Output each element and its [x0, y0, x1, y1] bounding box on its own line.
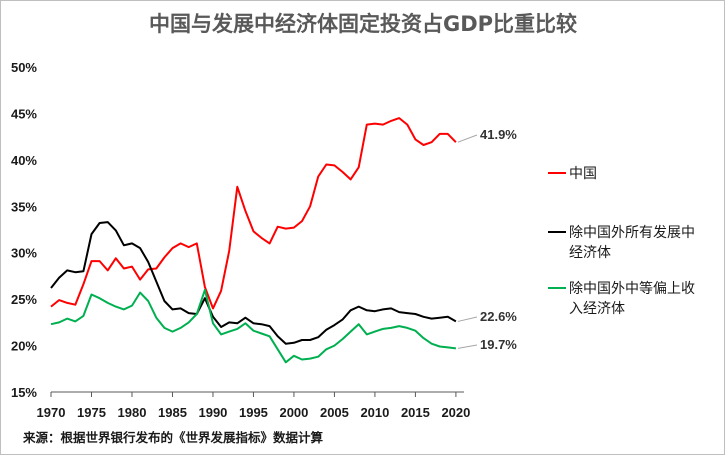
x-tick-label: 2010	[360, 405, 389, 420]
legend-label: 除中国外中等偏上收入经济体	[569, 280, 695, 317]
legend-item: 中国	[548, 166, 597, 182]
legend-item: 除中国外所有发展中经济体	[548, 225, 695, 261]
x-tick-label: 1995	[239, 405, 268, 420]
y-tick-label: 15%	[11, 385, 37, 400]
series-line-2	[50, 221, 457, 345]
end-label: 19.7%	[480, 337, 517, 352]
y-tick-label: 20%	[11, 339, 37, 354]
x-tick-label: 1990	[198, 405, 227, 420]
y-tick-label: 25%	[11, 292, 37, 307]
y-tick-label: 40%	[11, 153, 37, 168]
x-tick-label: 2020	[441, 405, 470, 420]
y-tick-label: 35%	[11, 199, 37, 214]
x-tick-label: 1985	[158, 405, 187, 420]
x-tick-label: 1980	[118, 405, 147, 420]
end-label-leader	[457, 316, 478, 322]
legend-label: 除中国外所有发展中经济体	[569, 225, 695, 261]
series-line-3	[50, 288, 457, 364]
x-tick-label: 2000	[279, 405, 308, 420]
x-tick-label: 2005	[320, 405, 349, 420]
end-labels: 41.9% 22.6% 19.7%	[457, 127, 517, 352]
y-axis-ticks: 15% 20% 25% 30% 35% 40% 45% 50%	[11, 60, 37, 400]
legend-item: 除中国外中等偏上收入经济体	[548, 280, 695, 317]
end-label-leader	[457, 134, 478, 143]
x-axis-ticks: 1970 1975 1980 1985 1990 1995 2000 2005 2010 2015…	[37, 392, 470, 420]
x-tick-label: 1975	[77, 405, 106, 420]
end-label: 41.9%	[480, 127, 517, 142]
y-tick-label: 50%	[11, 60, 37, 75]
source-note: 来源：根据世界银行发布的《世界发展指标》数据计算	[22, 430, 324, 445]
series-lines	[50, 117, 457, 364]
x-tick-label: 1970	[37, 405, 66, 420]
chart-title: 中国与发展中经济体固定投资占GDP比重比较	[149, 12, 577, 36]
y-tick-label: 45%	[11, 106, 37, 121]
end-label: 22.6%	[480, 309, 517, 324]
end-label-leader	[457, 344, 478, 349]
series-line-1	[50, 117, 457, 310]
legend-label: 中国	[569, 166, 597, 182]
x-tick-label: 2015	[401, 405, 430, 420]
y-tick-label: 30%	[11, 246, 37, 261]
